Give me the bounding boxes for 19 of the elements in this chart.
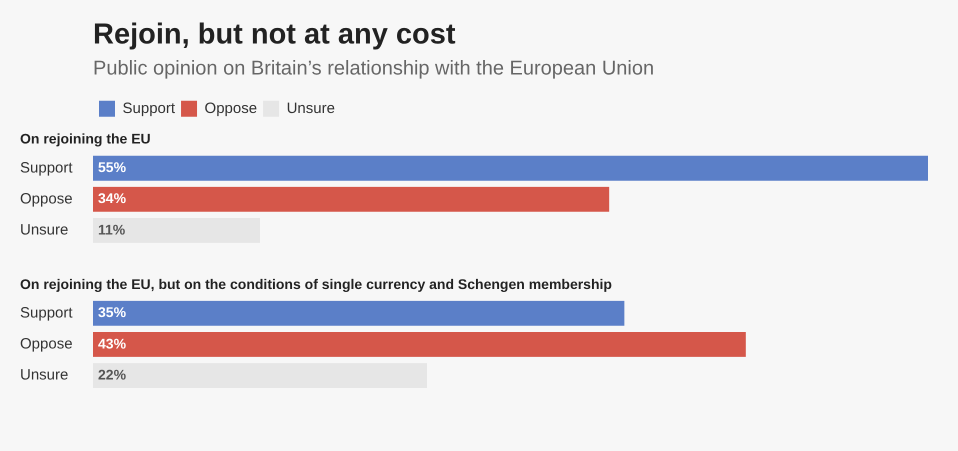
data-label: 34% — [98, 190, 127, 206]
text: Unsure — [20, 366, 68, 384]
data-label: 55% — [98, 159, 127, 176]
legend-label: Oppose — [204, 100, 258, 117]
data-label: 11% — [98, 221, 126, 238]
text: Support — [20, 159, 73, 176]
y-tick-label: On rejoining the EU — [20, 130, 151, 147]
text: Support — [20, 304, 73, 322]
text: Unsure — [20, 222, 68, 239]
data-label: 22% — [98, 366, 127, 382]
text: Oppose — [20, 190, 73, 208]
chart-subtitle: Public opinion on Britain’s relationship with the European Union — [93, 57, 654, 80]
data-label: 35% — [98, 304, 127, 320]
data-label: 43% — [98, 335, 127, 352]
chart-title: Rejoin, but not at any cost — [93, 18, 456, 50]
text: Oppose — [20, 336, 73, 353]
legend-label: Support — [122, 100, 176, 117]
legend-label: Unsure — [286, 100, 335, 117]
y-tick-label: On rejoining the EU, but on the conditions of single currency and Schengen membership — [20, 276, 612, 292]
